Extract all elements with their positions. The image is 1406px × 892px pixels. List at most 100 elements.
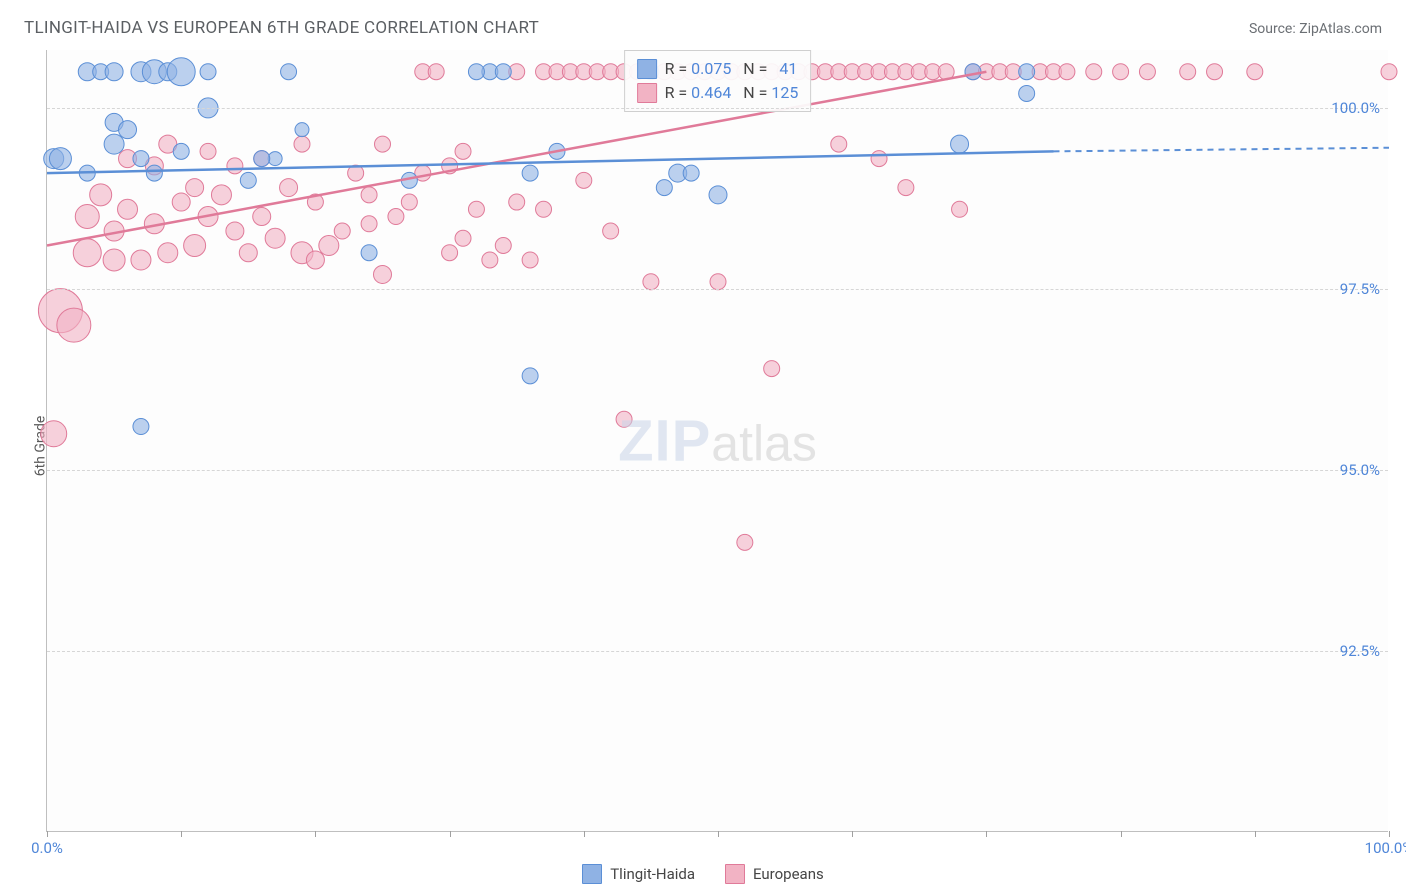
data-point: [268, 152, 282, 166]
data-point: [495, 64, 511, 80]
data-point: [951, 135, 969, 153]
gridline: [47, 289, 1388, 290]
data-point: [49, 148, 71, 170]
data-point: [495, 238, 511, 254]
data-point: [172, 193, 190, 211]
data-point: [103, 249, 125, 271]
data-point: [295, 123, 309, 137]
data-point: [119, 121, 137, 139]
data-point: [764, 361, 780, 377]
data-point: [965, 64, 981, 80]
data-point: [509, 194, 525, 210]
data-point: [1381, 64, 1397, 80]
chart-title: TLINGIT-HAIDA VS EUROPEAN 6TH GRADE CORR…: [24, 18, 539, 38]
data-point: [831, 136, 847, 152]
data-point: [576, 172, 592, 188]
data-point: [173, 143, 189, 159]
data-point: [536, 201, 552, 217]
legend-swatch: [637, 59, 657, 79]
data-point: [468, 64, 484, 80]
series-legend: Tlingit-Haida Europeans: [0, 864, 1406, 884]
legend-text: R = 0.464 N = 125: [665, 81, 799, 105]
data-point: [118, 199, 138, 219]
trend-line: [1054, 148, 1390, 152]
data-point: [90, 184, 112, 206]
plot-area: ZIPatlas R = 0.075 N = 41R = 0.464 N = 1…: [46, 50, 1388, 832]
data-point: [374, 265, 392, 283]
x-tick-mark: [181, 831, 182, 837]
data-point: [898, 180, 914, 196]
data-point: [211, 185, 231, 205]
data-point: [239, 244, 257, 262]
data-point: [737, 534, 753, 550]
x-tick-mark: [450, 831, 451, 837]
data-point: [616, 411, 632, 427]
data-point: [388, 209, 404, 225]
y-tick-label: 92.5%: [1340, 642, 1380, 660]
data-point: [1113, 64, 1129, 80]
data-point: [253, 208, 271, 226]
y-tick-label: 97.5%: [1340, 280, 1380, 298]
data-point: [186, 179, 204, 197]
data-point: [1059, 64, 1075, 80]
chart-container: TLINGIT-HAIDA VS EUROPEAN 6TH GRADE CORR…: [0, 0, 1406, 892]
data-point: [167, 58, 195, 86]
data-point: [482, 252, 498, 268]
data-point: [522, 252, 538, 268]
data-point: [105, 63, 123, 81]
data-point: [375, 136, 391, 152]
x-tick-mark: [986, 831, 987, 837]
data-point: [281, 64, 297, 80]
data-point: [1207, 64, 1223, 80]
data-point: [41, 421, 67, 447]
data-point: [683, 165, 699, 181]
data-point: [468, 201, 484, 217]
data-point: [319, 236, 339, 256]
data-point: [146, 165, 162, 181]
chart-svg: [47, 50, 1388, 831]
data-point: [1247, 64, 1263, 80]
x-tick-mark: [1255, 831, 1256, 837]
data-point: [73, 239, 101, 267]
data-point: [656, 180, 672, 196]
x-tick-label: 100.0%: [1365, 839, 1406, 857]
chart-source: Source: ZipAtlas.com: [1249, 21, 1382, 37]
gridline: [47, 108, 1388, 109]
x-tick-mark: [1389, 831, 1390, 837]
data-point: [133, 151, 149, 167]
trend-line: [47, 72, 986, 246]
data-point: [455, 230, 471, 246]
data-point: [1139, 64, 1155, 80]
data-point: [133, 419, 149, 435]
data-point: [226, 222, 244, 240]
x-tick-mark: [1121, 831, 1122, 837]
gridline: [47, 651, 1388, 652]
data-point: [57, 308, 91, 342]
data-point: [294, 136, 310, 152]
data-point: [428, 64, 444, 80]
data-point: [1019, 64, 1035, 80]
data-point: [306, 251, 324, 269]
data-point: [104, 134, 124, 154]
data-point: [1019, 85, 1035, 101]
legend-item: Tlingit-Haida: [582, 864, 695, 884]
x-tick-mark: [584, 831, 585, 837]
legend-swatch: [637, 83, 657, 103]
legend-text: R = 0.075 N = 41: [665, 57, 798, 81]
gridline: [47, 470, 1388, 471]
data-point: [131, 250, 151, 270]
data-point: [401, 194, 417, 210]
data-point: [254, 151, 270, 167]
data-point: [455, 143, 471, 159]
data-point: [522, 165, 538, 181]
data-point: [280, 179, 298, 197]
data-point: [442, 245, 458, 261]
data-point: [709, 186, 727, 204]
y-tick-label: 95.0%: [1340, 461, 1380, 479]
data-point: [240, 172, 256, 188]
legend-swatch: [725, 864, 745, 884]
legend-item: Europeans: [725, 864, 824, 884]
source-value: ZipAtlas.com: [1299, 21, 1382, 37]
legend-row: R = 0.075 N = 41: [637, 57, 799, 81]
legend-label: Tlingit-Haida: [610, 865, 695, 883]
